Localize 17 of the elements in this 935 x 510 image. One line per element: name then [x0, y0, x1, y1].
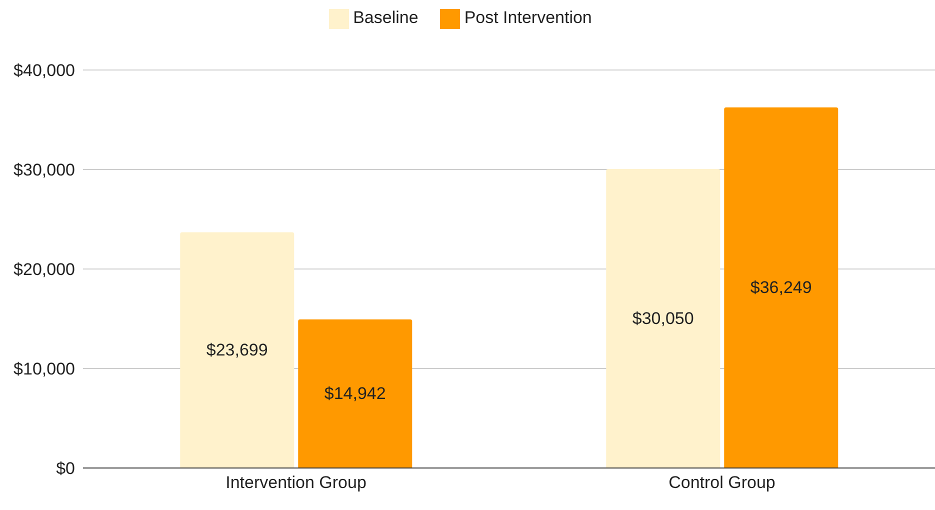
legend-label: Baseline: [353, 8, 418, 27]
y-tick-label: $30,000: [14, 160, 75, 180]
data-label: $23,699: [206, 340, 268, 360]
data-label: $14,942: [324, 384, 386, 404]
x-tick-label: Control Group: [668, 473, 776, 492]
data-label: $36,249: [750, 278, 812, 298]
y-tick-label: $10,000: [14, 360, 75, 379]
legend-label: Post Intervention: [464, 8, 592, 27]
x-tick-label: Intervention Group: [226, 473, 366, 492]
bar: [606, 169, 720, 468]
y-tick-label: $0: [56, 459, 75, 478]
data-label: $30,050: [632, 309, 694, 328]
bar: [724, 107, 838, 468]
y-tick-label: $40,000: [14, 61, 75, 80]
bar: [298, 319, 412, 468]
bar: [180, 232, 294, 468]
y-tick-label: $20,000: [14, 260, 75, 280]
